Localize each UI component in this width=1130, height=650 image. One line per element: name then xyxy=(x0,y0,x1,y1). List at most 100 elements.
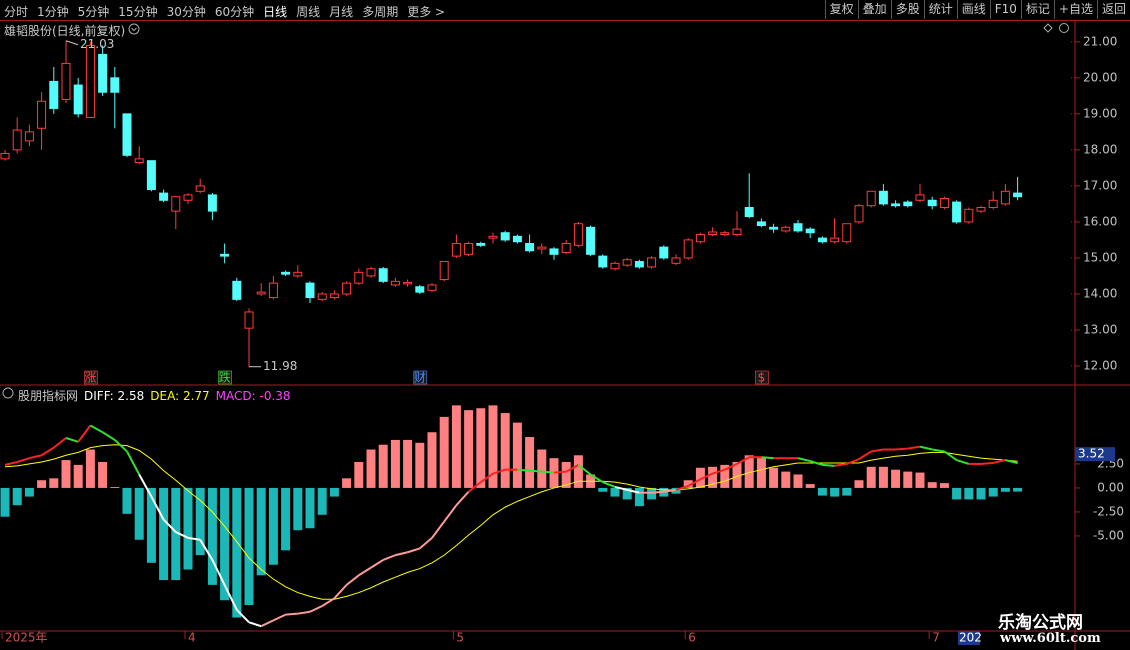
tool-button[interactable]: 画线 xyxy=(956,0,990,19)
tool-button[interactable]: +自选 xyxy=(1053,0,1097,19)
diff-line xyxy=(907,445,921,450)
period-tab[interactable]: 多周期 xyxy=(362,5,399,19)
y-tick-label: 0.00 xyxy=(1097,480,1124,494)
event-label: 跌 xyxy=(219,370,231,385)
candle-body xyxy=(244,311,254,329)
macd-bar xyxy=(866,466,876,488)
macd-bar xyxy=(61,460,71,488)
candle-body xyxy=(586,226,596,255)
indicator-name: 股朋指标网 xyxy=(18,389,79,403)
period-tab[interactable]: 周线 xyxy=(296,5,321,19)
candle-body xyxy=(61,62,71,100)
period-tab[interactable]: 分时 xyxy=(4,5,29,19)
macd-bar xyxy=(207,487,217,585)
candle-body xyxy=(720,232,730,236)
macd-bar xyxy=(427,432,437,488)
y-tick-label: -2.50 xyxy=(1093,504,1124,518)
macd-bar xyxy=(98,462,108,488)
macd-bar xyxy=(805,484,815,488)
tool-button[interactable]: 标记 xyxy=(1020,0,1054,19)
diff-line xyxy=(626,488,640,494)
diff-line xyxy=(614,485,628,491)
macd-bar xyxy=(500,413,510,488)
event-label: $ xyxy=(758,371,766,385)
y-tick-label: 14.00 xyxy=(1083,286,1117,300)
macd-bar xyxy=(37,480,47,488)
macd-bar xyxy=(720,464,730,488)
candle-body xyxy=(878,190,888,205)
period-tab[interactable]: 5分钟 xyxy=(77,5,110,19)
macd-bar xyxy=(756,458,766,488)
diff-line xyxy=(114,439,128,453)
diff-line xyxy=(736,456,750,465)
candle-body xyxy=(305,282,315,299)
candle-body xyxy=(73,84,83,115)
candle-body xyxy=(976,207,986,212)
candle-body xyxy=(49,80,59,109)
candle-body xyxy=(659,246,669,259)
diff-line xyxy=(77,424,92,443)
diff-line xyxy=(467,481,482,493)
y-tick-label: 20.00 xyxy=(1083,70,1117,84)
diff-line xyxy=(541,470,555,474)
macd-bar xyxy=(122,487,132,514)
period-tab[interactable]: 月线 xyxy=(329,5,354,19)
diff-line xyxy=(529,469,542,473)
macd-bar xyxy=(73,464,83,488)
diff-line xyxy=(919,445,933,451)
period-tab[interactable]: 15分钟 xyxy=(118,5,158,19)
macd-bar xyxy=(878,466,888,488)
macd-bar xyxy=(464,410,474,488)
macd-bar xyxy=(512,422,522,488)
diff-line xyxy=(16,457,30,463)
macd-bar xyxy=(610,487,620,497)
diff-line xyxy=(53,437,67,449)
tool-button[interactable]: 叠加 xyxy=(857,0,891,19)
candle-body xyxy=(549,248,559,255)
event-box xyxy=(413,370,428,385)
diff-line xyxy=(260,619,274,628)
macd-bar xyxy=(110,486,120,488)
legend-value: 2.77 xyxy=(182,389,210,403)
cursor-value: 3.52 xyxy=(1078,447,1105,461)
macd-bar xyxy=(903,471,913,488)
tool-button[interactable]: 返回 xyxy=(1096,0,1130,19)
macd-bar xyxy=(317,487,327,515)
macd-bar xyxy=(695,467,705,488)
y-tick-label: 15.00 xyxy=(1083,250,1117,264)
candle-body xyxy=(390,280,400,286)
macd-bar xyxy=(708,466,718,488)
diff-line xyxy=(895,447,908,451)
candle-body xyxy=(354,271,364,284)
diff-line xyxy=(480,472,494,483)
diff-line xyxy=(517,468,530,472)
period-tab[interactable]: 更多 > xyxy=(407,5,446,19)
period-tab[interactable]: 60分钟 xyxy=(214,5,255,19)
candle-body xyxy=(207,194,217,212)
diff-line xyxy=(187,536,201,541)
macd-bar xyxy=(1013,487,1023,492)
macd-bar xyxy=(830,487,840,497)
tool-button[interactable]: 复权 xyxy=(824,0,858,19)
period-tab[interactable]: 1分钟 xyxy=(37,5,69,19)
candle-body xyxy=(756,221,766,227)
candle-body xyxy=(317,293,327,300)
tool-button[interactable]: 统计 xyxy=(923,0,957,19)
candle-body xyxy=(171,196,181,212)
tool-button[interactable]: 多股 xyxy=(890,0,924,19)
indicator-icon xyxy=(2,387,14,399)
period-tab[interactable]: 30分钟 xyxy=(166,5,206,19)
candle-body xyxy=(134,158,144,163)
diff-line xyxy=(102,431,116,441)
candle-body xyxy=(927,199,937,207)
macd-bar xyxy=(976,487,986,500)
diff-line xyxy=(443,504,458,523)
candle-body xyxy=(183,194,193,201)
candle-body xyxy=(110,77,120,93)
macd-bar xyxy=(634,487,644,507)
period-tab[interactable]: 日线 xyxy=(263,5,288,19)
tool-button[interactable]: F10 xyxy=(989,0,1021,19)
x-tick-label: 5 xyxy=(456,631,464,645)
candle-body xyxy=(488,235,498,239)
candle-body xyxy=(634,261,644,268)
